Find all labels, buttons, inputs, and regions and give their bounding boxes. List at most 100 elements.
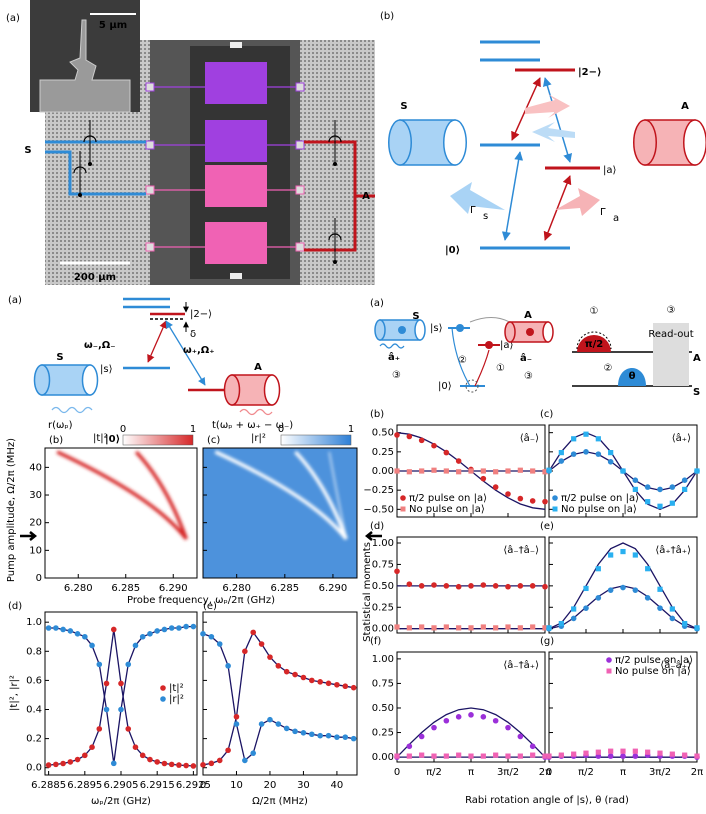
data-point xyxy=(394,624,400,630)
data-point xyxy=(283,725,290,732)
data-point xyxy=(542,625,548,631)
data-point xyxy=(657,503,663,509)
data-point xyxy=(394,753,400,759)
x-axis-label: Ω/2π (MHz) xyxy=(252,796,308,807)
data-point xyxy=(505,724,511,731)
y-tick-label: 0.2 xyxy=(26,734,42,745)
data-point xyxy=(571,751,577,757)
y-tick-label: 0.25 xyxy=(372,447,394,458)
data-point xyxy=(183,623,189,630)
x-tick-label: 6.280 xyxy=(222,583,251,594)
y-axis-label: Statistical moments xyxy=(362,542,373,642)
heatmap-ridges xyxy=(214,450,348,541)
data-point xyxy=(267,654,273,660)
cylinder-end xyxy=(388,119,412,166)
coupler-pad xyxy=(295,242,305,252)
data-point xyxy=(468,583,474,589)
label: |2−⟩ xyxy=(578,67,602,78)
data-point xyxy=(317,679,323,685)
cylinder-end xyxy=(81,364,99,396)
data-point xyxy=(350,735,357,742)
y-tick-label: 0.50 xyxy=(372,428,394,439)
shape xyxy=(525,94,570,118)
data-point xyxy=(595,749,601,755)
data-point xyxy=(517,583,524,589)
label: S xyxy=(693,387,700,398)
data-point xyxy=(431,467,437,473)
data-point xyxy=(267,716,273,723)
data-point xyxy=(505,583,511,590)
data-point xyxy=(45,762,52,768)
x-tick-label: 6.2925 xyxy=(176,780,211,791)
data-point xyxy=(468,468,474,474)
label: |s⟩ xyxy=(430,323,443,334)
y-tick-label: 1.0 xyxy=(26,617,42,628)
data-point xyxy=(669,606,675,612)
label: |0⟩ xyxy=(105,434,120,445)
shape xyxy=(379,343,405,349)
data-point xyxy=(200,631,206,637)
x-axis-label: ωₚ/2π (GHz) xyxy=(91,796,151,807)
data-point xyxy=(645,749,651,755)
data-point xyxy=(542,469,548,475)
data-point xyxy=(96,726,103,732)
data-point xyxy=(632,587,639,593)
label: S xyxy=(412,311,419,322)
data-point xyxy=(645,499,651,505)
data-point xyxy=(583,750,589,756)
heatmap-ridges xyxy=(56,450,189,541)
pad xyxy=(230,42,242,48)
plot-frame xyxy=(202,611,358,776)
data-point xyxy=(176,625,182,631)
data-point xyxy=(431,582,437,588)
shape xyxy=(555,188,600,216)
y-tick-label: 1.00 xyxy=(372,654,394,665)
cylinder-end xyxy=(633,119,657,166)
shape xyxy=(450,182,505,214)
x-tick-label: 0 xyxy=(200,780,206,791)
data-point xyxy=(493,469,499,475)
x-tick-label: 6.2885 xyxy=(31,780,66,791)
data-point xyxy=(443,449,450,456)
shape xyxy=(474,349,490,387)
data-point xyxy=(620,548,626,555)
x-tick-label: 6.290 xyxy=(319,583,348,594)
data-point xyxy=(620,584,626,591)
label: (g) xyxy=(540,636,554,647)
x-tick-label: 6.2905 xyxy=(104,780,139,791)
label: A xyxy=(524,310,532,321)
label: Read-out xyxy=(648,329,693,340)
data-point xyxy=(468,753,474,759)
data-point xyxy=(350,684,357,691)
data-point xyxy=(300,674,307,681)
data-point xyxy=(505,491,511,497)
data-point xyxy=(216,757,223,764)
legend-marker xyxy=(552,506,558,512)
shape xyxy=(618,368,646,386)
data-point xyxy=(406,753,412,759)
data-point xyxy=(480,714,487,720)
data-point xyxy=(418,583,425,589)
x-tick-label: 30 xyxy=(297,780,310,791)
y-tick-label: 0 xyxy=(36,573,42,584)
label: δ xyxy=(190,329,196,340)
legend-label: No pulse on |a⟩ xyxy=(409,504,485,515)
shape xyxy=(577,335,611,352)
data-point xyxy=(480,753,486,759)
label: (e) xyxy=(540,521,554,532)
data-point xyxy=(200,762,206,768)
shape xyxy=(51,406,93,414)
data-point xyxy=(419,468,425,474)
data-point xyxy=(431,625,437,631)
label: (b) xyxy=(49,435,63,446)
data-point xyxy=(571,606,577,612)
data-point xyxy=(60,626,66,633)
data-point xyxy=(45,625,52,631)
panel-title: ⟨â₋â₊⟩ xyxy=(660,659,691,671)
coupler-pad xyxy=(145,242,155,252)
data-point xyxy=(443,717,450,724)
y-tick-label: −0.25 xyxy=(363,485,394,496)
data-point xyxy=(53,761,59,768)
data-point xyxy=(342,734,349,740)
